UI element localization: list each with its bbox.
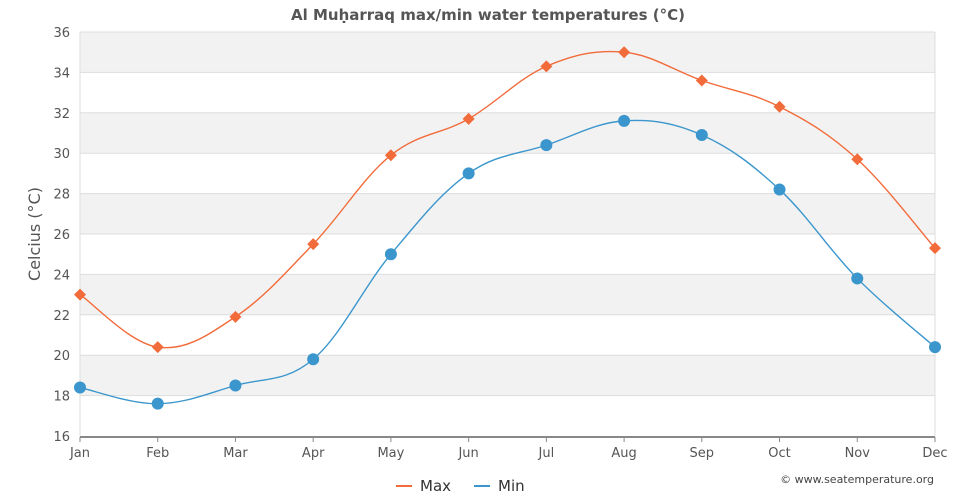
legend-min-label: Min — [498, 477, 525, 495]
grid-band — [80, 274, 935, 315]
series-max-point — [307, 238, 320, 251]
y-tick-label: 20 — [53, 349, 70, 364]
chart-title: Al Muḥarraq max/min water temperatures (… — [291, 6, 685, 24]
series-markers — [74, 46, 941, 410]
series-max-line — [79, 50, 936, 349]
series-max-point — [151, 341, 164, 354]
x-tick-label: Jun — [457, 446, 478, 461]
legend: Max Min — [396, 477, 525, 495]
x-tick-label: Nov — [845, 446, 871, 461]
x-axis-tick-labels: Jan Feb Mar Apr May Jun Jul Aug Sep Oct Nov Dec — [69, 446, 948, 461]
y-tick-label: 18 — [53, 390, 70, 405]
x-axis-tick-marks — [79, 437, 936, 442]
x-tick-label: Oct — [768, 446, 790, 461]
x-tick-label: Sep — [690, 446, 715, 461]
series-max-point — [773, 100, 786, 113]
grid-band — [80, 112, 935, 154]
y-tick-label: 32 — [53, 107, 70, 122]
series-max-point — [695, 74, 708, 87]
series-min-point — [929, 341, 941, 354]
series-max-point — [929, 242, 941, 255]
series-min-point — [462, 167, 475, 180]
series-min-point — [773, 183, 786, 196]
series-max-point — [229, 310, 242, 323]
credit-text: © www.seatemperature.org — [780, 473, 934, 486]
series-min-point — [618, 114, 631, 127]
x-tick-label: Mar — [223, 446, 248, 461]
series-min-point — [74, 381, 86, 394]
y-tick-label: 16 — [53, 430, 70, 445]
y-tick-label: 26 — [53, 228, 70, 243]
series-min-point — [540, 139, 553, 152]
x-tick-label: Dec — [922, 446, 947, 461]
series-min-point — [695, 129, 708, 142]
legend-max-label: Max — [420, 477, 451, 495]
x-tick-label: Jul — [538, 446, 555, 461]
y-axis-label: Celcius (°C) — [25, 187, 44, 281]
series-max-point — [540, 60, 553, 73]
series-min-point — [307, 353, 320, 366]
series-min-point — [851, 272, 864, 285]
y-tick-label: 28 — [53, 188, 70, 203]
y-axis-tick-labels: 16 18 20 22 24 26 28 30 32 34 36 — [53, 26, 70, 445]
y-tick-label: 30 — [53, 147, 70, 162]
x-tick-label: Jan — [69, 446, 90, 461]
series-max-point — [462, 112, 475, 125]
series-min-point — [229, 379, 242, 392]
grid-bands — [80, 32, 935, 396]
y-tick-label: 24 — [53, 268, 70, 283]
x-tick-label: May — [377, 446, 404, 461]
grid-band — [80, 355, 935, 396]
y-tick-label: 34 — [53, 66, 70, 81]
series-max-point — [74, 288, 86, 301]
series-max-point — [851, 153, 864, 166]
y-tick-label: 22 — [53, 309, 70, 324]
grid-band — [80, 32, 935, 73]
grid-band — [80, 193, 935, 234]
series-max-point — [384, 149, 397, 162]
series-min-point — [384, 248, 397, 261]
x-tick-label: Feb — [146, 446, 169, 461]
series-max-point — [618, 46, 631, 59]
series-min-point — [151, 397, 164, 410]
x-tick-label: Aug — [611, 446, 636, 461]
grid-lines — [79, 31, 936, 436]
x-tick-label: Apr — [302, 446, 325, 461]
y-tick-label: 36 — [53, 26, 70, 41]
